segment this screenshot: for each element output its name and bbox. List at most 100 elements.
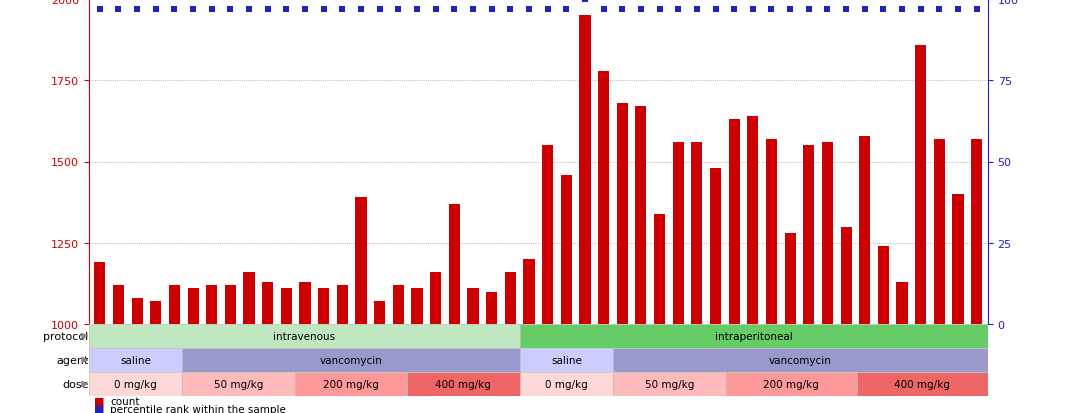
Point <box>577 0 594 3</box>
Bar <box>803 146 815 324</box>
Bar <box>822 142 833 324</box>
Point <box>632 7 649 13</box>
Point <box>875 7 892 13</box>
Point <box>520 7 537 13</box>
Bar <box>971 140 983 324</box>
Point <box>707 7 724 13</box>
Bar <box>356 198 366 324</box>
Bar <box>113 285 124 324</box>
Point <box>894 7 911 13</box>
Point <box>819 7 836 13</box>
Bar <box>430 272 441 324</box>
Point <box>372 7 389 13</box>
Bar <box>299 282 311 324</box>
Point <box>147 7 164 13</box>
Bar <box>94 263 106 324</box>
Bar <box>725 372 857 396</box>
Bar <box>183 348 519 372</box>
Bar <box>89 324 519 348</box>
Point <box>688 7 705 13</box>
Bar <box>579 16 591 324</box>
Text: 200 mg/kg: 200 mg/kg <box>764 379 819 389</box>
Bar <box>878 247 889 324</box>
Text: intravenous: intravenous <box>273 331 335 341</box>
Bar <box>859 136 870 324</box>
Bar <box>857 372 988 396</box>
Bar <box>598 71 609 324</box>
Point <box>483 7 500 13</box>
Point <box>352 7 370 13</box>
Point <box>782 7 799 13</box>
Point <box>502 7 519 13</box>
Bar <box>295 372 407 396</box>
Bar <box>169 285 180 324</box>
Text: saline: saline <box>551 355 582 365</box>
Text: 400 mg/kg: 400 mg/kg <box>894 379 951 389</box>
Point <box>465 7 482 13</box>
Point <box>110 7 127 13</box>
Text: 50 mg/kg: 50 mg/kg <box>645 379 694 389</box>
Bar <box>561 175 571 324</box>
Point <box>614 7 631 13</box>
Point <box>670 7 687 13</box>
Text: protocol: protocol <box>43 331 89 341</box>
Point <box>949 7 967 13</box>
Point <box>445 7 462 13</box>
Bar <box>262 282 273 324</box>
Bar <box>710 169 721 324</box>
Text: 400 mg/kg: 400 mg/kg <box>436 379 491 389</box>
Point <box>315 7 332 13</box>
Bar <box>449 204 460 324</box>
Text: 200 mg/kg: 200 mg/kg <box>323 379 379 389</box>
Bar <box>785 233 796 324</box>
Point <box>651 7 669 13</box>
Bar <box>393 285 404 324</box>
Point <box>557 7 575 13</box>
Bar <box>766 140 778 324</box>
Bar <box>486 292 498 324</box>
Point <box>260 7 277 13</box>
Bar <box>933 140 945 324</box>
Text: vancomycin: vancomycin <box>319 355 382 365</box>
Bar <box>691 142 703 324</box>
Text: dose: dose <box>62 379 89 389</box>
Bar <box>523 259 535 324</box>
Point <box>222 7 239 13</box>
Point <box>334 7 351 13</box>
Point <box>837 7 854 13</box>
Bar <box>318 289 329 324</box>
Bar <box>411 289 423 324</box>
Bar <box>613 372 725 396</box>
Text: 0 mg/kg: 0 mg/kg <box>545 379 587 389</box>
Text: percentile rank within the sample: percentile rank within the sample <box>110 404 286 413</box>
Bar <box>206 285 218 324</box>
Bar <box>131 298 143 324</box>
Bar <box>188 289 199 324</box>
Point <box>203 7 220 13</box>
Bar <box>519 348 613 372</box>
Bar <box>519 372 613 396</box>
Text: ■: ■ <box>94 404 105 413</box>
Point <box>800 7 817 13</box>
Point <box>595 7 612 13</box>
Point <box>725 7 742 13</box>
Bar <box>613 348 988 372</box>
Bar <box>915 45 926 324</box>
Text: intraperitoneal: intraperitoneal <box>714 331 792 341</box>
Text: count: count <box>110 396 140 406</box>
Bar <box>505 272 516 324</box>
Bar <box>953 195 963 324</box>
Point <box>427 7 444 13</box>
Point <box>128 7 145 13</box>
Point <box>931 7 948 13</box>
Point <box>278 7 295 13</box>
Bar <box>896 282 908 324</box>
Bar <box>407 372 519 396</box>
Bar <box>841 227 851 324</box>
Bar <box>616 104 628 324</box>
Text: saline: saline <box>120 355 151 365</box>
Text: 50 mg/kg: 50 mg/kg <box>214 379 263 389</box>
Point <box>408 7 425 13</box>
Bar <box>673 142 684 324</box>
Point <box>166 7 183 13</box>
